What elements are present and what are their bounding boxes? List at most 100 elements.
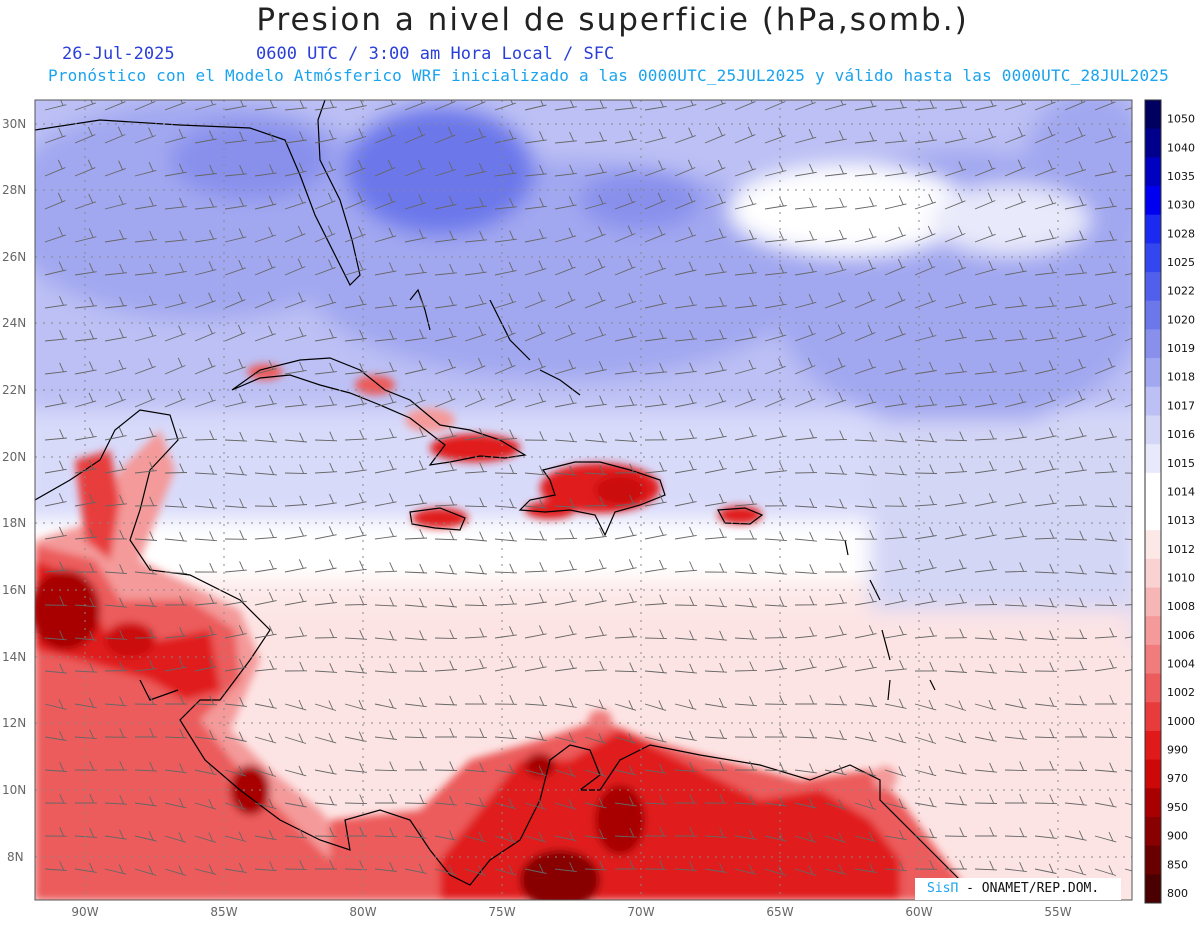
wind-barb-flag [419, 794, 425, 804]
wind-barb-flag [450, 100, 453, 103]
wind-barb-flag [328, 129, 334, 140]
wind-barb [1124, 835, 1132, 839]
wind-barb [614, 233, 636, 243]
wind-barb-flag [659, 794, 665, 805]
wind-barb-flag [149, 659, 155, 670]
colorbar-swatch [1145, 616, 1161, 646]
wind-barb-flag [927, 258, 933, 268]
wind-barb-flag [569, 100, 574, 108]
wind-barb-flag [299, 395, 305, 406]
wind-barb-flag [659, 763, 664, 773]
wind-barb [914, 201, 937, 210]
wind-barb-flag [1049, 597, 1055, 607]
wind-barb-flag [88, 460, 94, 470]
wind-barb-flag [627, 258, 633, 269]
wind-barb-flag [539, 593, 544, 603]
wind-barb-flag [58, 394, 64, 404]
wind-barb [1124, 207, 1132, 210]
wind-barb-flag [58, 127, 64, 137]
wind-barb-flag [59, 362, 65, 372]
lat-label: 12N [2, 716, 26, 730]
wind-barb-flag [1139, 392, 1143, 401]
wind-barb-flag [1079, 530, 1085, 540]
wind-barb-flag [1078, 358, 1084, 369]
wind-barb-flag [178, 294, 184, 304]
wind-barb-flag [179, 595, 185, 606]
colorbar-swatch [1145, 558, 1161, 589]
wind-barb-flag [238, 862, 244, 873]
wind-barb-flag [148, 326, 154, 337]
wind-barb-flag [509, 531, 515, 541]
wind-barb-flag [357, 159, 363, 170]
wind-barb-flag [539, 696, 545, 706]
credit-box: SisΠ - ONAMET/REP.DOM. [915, 878, 1121, 900]
wind-barb-flag [119, 794, 125, 805]
wind-barb-flag [329, 431, 335, 441]
wind-barb-flag [208, 658, 214, 668]
wind-barb-flag [597, 258, 603, 268]
wind-barb-flag [208, 292, 214, 302]
wind-barb-flag [839, 430, 845, 440]
lon-label: 55W [1044, 905, 1071, 919]
wind-barb [1124, 439, 1132, 441]
wind-barb-flag [1140, 730, 1144, 739]
wind-barb-flag [480, 100, 483, 104]
forecast-date: 26-Jul-2025 [62, 44, 175, 64]
wind-barb-flag [868, 393, 874, 403]
colorbar-label: 1030 [1167, 199, 1195, 212]
colorbar-swatch [1145, 530, 1161, 560]
wind-barb [584, 299, 606, 309]
wind-barb-flag [269, 861, 275, 871]
wind-barb-flag [1049, 296, 1055, 307]
wind-barb-flag [209, 730, 215, 740]
wind-barb-flag [927, 225, 933, 236]
wind-barb-flag [1047, 126, 1053, 136]
wind-barb-flag [147, 390, 153, 400]
wind-barb-flag [269, 528, 275, 538]
wind-barb-flag [987, 159, 993, 170]
wind-barb [194, 365, 216, 375]
wind-barb-flag [629, 463, 635, 473]
wind-barb-flag [268, 830, 274, 840]
wind-barb-flag [898, 195, 904, 205]
wind-barb-flag [178, 325, 184, 335]
wind-barb-flag [1049, 760, 1055, 771]
wind-barb-flag [239, 164, 245, 175]
wind-barb-flag [959, 827, 965, 837]
colorbar-swatch [1145, 587, 1161, 617]
wind-barb-flag [1047, 160, 1053, 170]
wind-barb-flag [89, 630, 95, 640]
wind-barb-flag [58, 699, 64, 709]
wind-barb [1064, 100, 1086, 111]
wind-barb-flag [779, 727, 785, 738]
wind-barb-flag [1108, 162, 1114, 173]
wind-barb-flag [298, 733, 304, 743]
wind-barb [944, 200, 966, 210]
wind-barb-flag [628, 193, 633, 203]
wind-barb-flag [1019, 296, 1025, 307]
wind-barb-flag [779, 230, 785, 241]
wind-barb-flag [809, 564, 815, 574]
wind-barb-flag [959, 395, 965, 406]
wind-barb-flag [1140, 499, 1144, 508]
wind-barb-flag [508, 798, 514, 808]
wind-barb [1124, 240, 1132, 243]
wind-barb-flag [239, 498, 245, 508]
wind-barb-flag [1140, 165, 1144, 174]
wind-barb-flag [839, 531, 845, 541]
wind-barb-flag [689, 596, 695, 606]
wind-barb-flag [569, 164, 575, 174]
wind-barb-flag [1140, 198, 1144, 207]
wind-barb-flag [869, 529, 875, 540]
wind-barb-flag [89, 562, 95, 573]
wind-barb [524, 365, 546, 375]
wind-barb [824, 399, 847, 408]
wind-barb-flag [598, 226, 603, 236]
wind-barb-flag [508, 864, 514, 875]
wind-barb-flag [57, 159, 63, 169]
wind-barb-flag [749, 696, 755, 706]
wind-barb-flag [118, 328, 124, 338]
lat-label: 28N [2, 183, 26, 197]
wind-barb-flag [989, 762, 995, 773]
wind-barb [554, 298, 576, 309]
